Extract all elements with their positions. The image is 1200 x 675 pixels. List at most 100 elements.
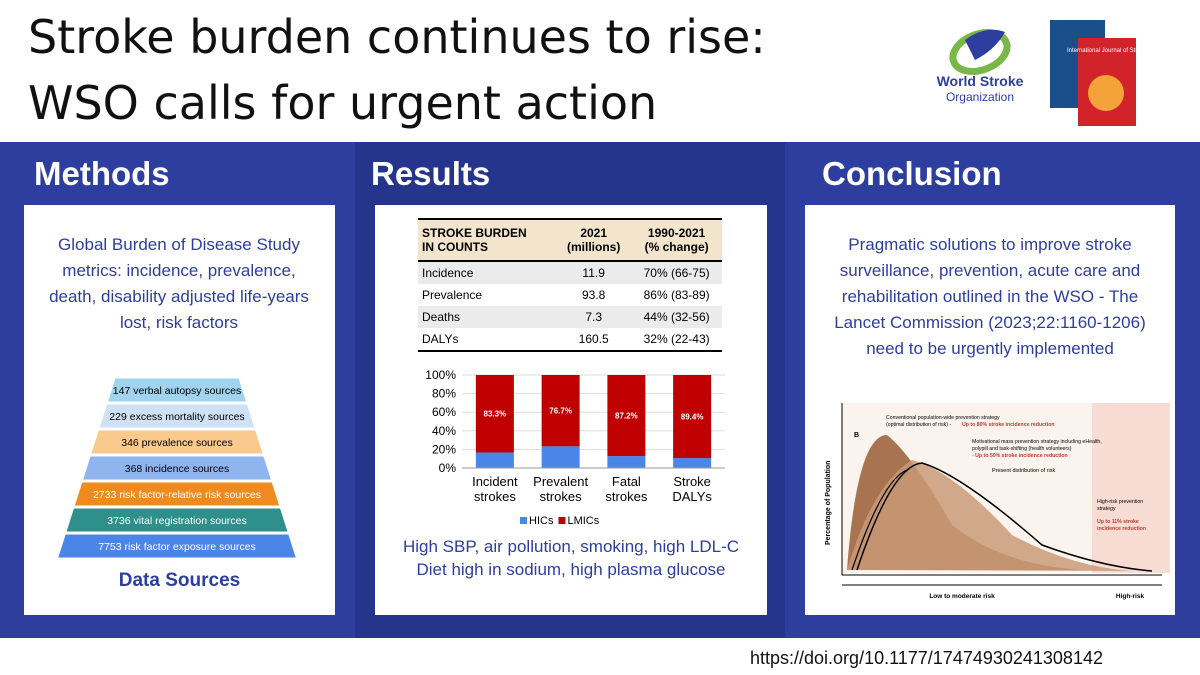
y-tick-label: 100% — [425, 368, 456, 382]
legend-swatch — [558, 517, 566, 524]
cell: DALYs — [422, 332, 459, 346]
pyramid-layer — [90, 429, 264, 455]
risk-figure: B Conventional population-wide preventio… — [825, 403, 1170, 600]
x-tick-label: Fatal strokes — [605, 474, 648, 504]
header-line: (% change) — [644, 240, 709, 254]
note: High-risk prevention — [1097, 499, 1143, 505]
heading: Results — [371, 155, 491, 192]
pyramid-label: 368 incidence sources — [125, 463, 229, 475]
x-label: High-risk — [1116, 593, 1145, 600]
title: Stroke burden continues to rise: — [28, 10, 766, 64]
note: Up to 80% stroke incidence reduction — [962, 422, 1055, 428]
pyramid-label: 3736 vital registration sources — [107, 515, 247, 527]
y-label: Percentage of Population — [825, 461, 832, 545]
note: Conventional population-wide prevention … — [886, 415, 1000, 421]
y-tick-label: 60% — [432, 405, 456, 419]
methods-text: Global Burden of Disease Study metrics: … — [49, 235, 309, 332]
note: Present distribution of risk — [992, 468, 1056, 474]
header-line: (millions) — [566, 240, 621, 254]
title: WSO calls for urgent action — [28, 76, 658, 130]
bar-segment — [673, 458, 712, 468]
x-label: Low to moderate risk — [929, 593, 995, 600]
cell: 32% (22-43) — [643, 332, 710, 346]
pyramid-label: 229 excess mortality sources — [109, 411, 244, 423]
cell: Deaths — [422, 310, 461, 324]
data-label: 83.3% — [484, 410, 507, 419]
table: STROKE BURDEN IN COUNTS 2021 (millions) 1990… — [418, 218, 722, 352]
header-line: IN COUNTS — [422, 240, 488, 254]
header-cell: 2021 (millions) — [556, 219, 631, 261]
conclusion-text: Pragmatic solutions to improve stroke su… — [834, 235, 1146, 358]
journal-covers: International Journal of Stroke — [1050, 20, 1148, 126]
x-tick-label: Stroke DALYs — [672, 474, 712, 504]
note: (optimal distribution of risk) - — [886, 422, 951, 428]
note: Motivational mass prevention strategy in… — [972, 439, 1102, 445]
data-label: 89.4% — [681, 413, 704, 422]
pyramid-layer — [81, 455, 273, 481]
caption: Data Sources — [118, 570, 241, 591]
cell: 11.9 — [582, 266, 605, 280]
cell: 160.5 — [578, 332, 609, 346]
legend-label: HICs — [529, 515, 554, 527]
header-line: STROKE BURDEN — [422, 226, 527, 240]
text-line: Diet high in sodium, high plasma glucose — [416, 560, 726, 579]
table-row: Prevalence 93.8 86% (83-89) — [418, 284, 722, 306]
bar-segment — [475, 375, 514, 453]
cell: 7.3 — [585, 310, 602, 324]
table-row: Incidence 11.9 70% (66-75) — [418, 261, 722, 284]
note: strategy — [1097, 506, 1116, 512]
legend-swatch — [520, 517, 527, 524]
header-line: 2021 — [580, 226, 608, 240]
table-row: Deaths 7.3 44% (32-56) — [418, 306, 722, 328]
chart: 0% 20% 40% 60% 80% 100% 83.3% 76.7% 87.2% 89.4% HI… — [425, 368, 725, 527]
pyramid-label: 346 prevalence sources — [121, 437, 233, 449]
panel-letter: B — [854, 432, 859, 439]
cell: 70% (66-75) — [643, 266, 710, 280]
bar-segment — [541, 375, 580, 447]
pyramid: 147 verbal autopsy sources 229 excess mor… — [56, 377, 298, 559]
heading: Conclusion — [822, 155, 1002, 192]
note: - Up to 50% stroke incidence reduction — [972, 453, 1068, 459]
data-label: 87.2% — [615, 412, 638, 421]
cell: 93.8 — [581, 288, 606, 302]
pyramid-label: 2733 risk factor-relative risk sources — [93, 489, 261, 501]
y-tick-label: 0% — [439, 461, 457, 475]
bar-segment — [607, 375, 646, 457]
doi: https://doi.org/10.1177/1747493024130814… — [750, 648, 1103, 668]
y-tick-label: 20% — [432, 442, 456, 456]
cell: Prevalence — [422, 288, 483, 302]
pyramid-layer — [56, 533, 298, 559]
x-tick-label: Incident strokes — [472, 474, 518, 504]
cell: 44% (32-56) — [643, 310, 710, 324]
journal-title: International Journal of Stroke — [1067, 48, 1148, 54]
x-tick-label: Prevalent strokes — [533, 474, 589, 504]
bar-segment — [475, 452, 514, 468]
pyramid-layer — [106, 377, 248, 403]
data-label: 76.7% — [549, 407, 572, 416]
bar-segment — [541, 446, 580, 468]
table-header: STROKE BURDEN IN COUNTS 2021 (millions) 1990… — [418, 219, 722, 261]
pyramid-label: 7753 risk factor exposure sources — [98, 541, 256, 553]
header-line: 1990-2021 — [647, 226, 706, 240]
pyramid-layer — [73, 481, 281, 507]
logo-text: Organization — [946, 90, 1014, 104]
y-tick-label: 40% — [432, 424, 456, 438]
logo-text: World Stroke — [937, 73, 1024, 89]
legend-label: LMICs — [567, 515, 599, 527]
results-text: High SBP, air pollution, smoking, high L… — [375, 535, 767, 581]
text-line: High SBP, air pollution, smoking, high L… — [402, 537, 740, 556]
pyramid-label: 147 verbal autopsy sources — [113, 385, 241, 397]
table-row: DALYs 160.5 32% (22-43) — [418, 328, 722, 351]
note: polypill and task-shifting (health volun… — [972, 446, 1072, 452]
pyramid-layer — [98, 403, 256, 429]
note: Up to 11% stroke — [1097, 519, 1139, 525]
y-tick-label: 80% — [432, 387, 456, 401]
header-cell: 1990-2021 (% change) — [631, 219, 722, 261]
heading: Methods — [34, 155, 170, 192]
bar-segment — [673, 375, 712, 459]
cell: Incidence — [422, 266, 474, 280]
bar-segment — [607, 456, 646, 468]
cell: 86% (83-89) — [643, 288, 710, 302]
pyramid-layer — [65, 507, 289, 533]
